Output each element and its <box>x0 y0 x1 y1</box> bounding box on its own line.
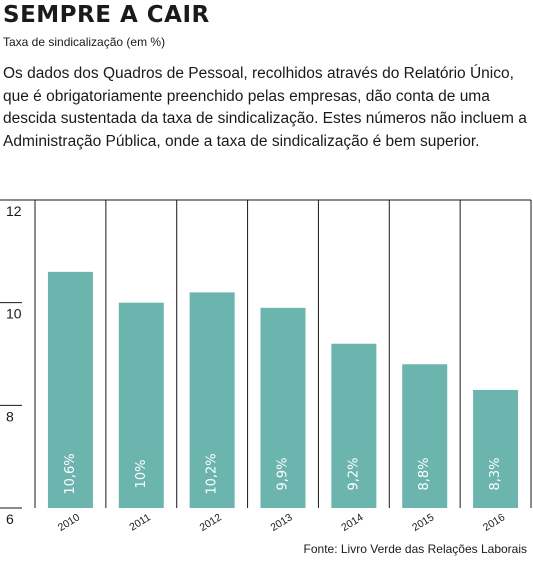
x-tick-label: 2011 <box>127 511 153 533</box>
y-tick-label: 6 <box>6 511 14 527</box>
bar-2015 <box>402 364 448 508</box>
x-tick-label: 2016 <box>481 511 507 534</box>
y-tick-label: 8 <box>6 408 14 424</box>
bar-2013 <box>260 307 306 508</box>
data-label-2014: 9,2% <box>346 457 361 490</box>
chart-title: SEMPRE A CAIR <box>3 2 210 28</box>
x-tick-label: 2013 <box>268 511 294 534</box>
bar-2012 <box>189 292 235 508</box>
data-label-2016: 8,3% <box>488 457 503 490</box>
chart-subtitle: Taxa de sindicalização (em %) <box>3 35 166 49</box>
data-label-2011: 10% <box>134 460 149 489</box>
chart-bars <box>47 271 519 508</box>
bar-2014 <box>331 343 377 508</box>
y-tick-label: 10 <box>6 306 22 322</box>
x-tick-label: 2010 <box>56 511 82 534</box>
bar-2016 <box>473 389 519 508</box>
data-label-2010: 10,6% <box>63 453 78 494</box>
x-tick-label: 2014 <box>339 511 365 534</box>
bar-2010 <box>47 271 93 508</box>
x-tick-label: 2012 <box>198 511 224 534</box>
y-axis: 6 8 10 12 <box>0 199 22 527</box>
data-label-2012: 10,2% <box>205 453 220 494</box>
source-note: Fonte: Livro Verde das Relações Laborais <box>303 542 527 556</box>
y-tick-label: 12 <box>6 203 22 219</box>
bar-2011 <box>118 302 164 508</box>
chart-data-labels: 10,6% 10% 10,2% 9,9% 9,2% 8,8% 8,3% <box>63 453 503 494</box>
x-axis: 2010 2011 2012 2013 2014 2015 2016 <box>56 511 507 534</box>
chart-description: Os dados dos Quadros de Pessoal, recolhi… <box>3 65 527 150</box>
x-tick-label: 2015 <box>410 511 436 534</box>
data-label-2013: 9,9% <box>276 457 291 490</box>
data-label-2015: 8,8% <box>417 457 432 490</box>
chart-grid <box>0 199 532 508</box>
